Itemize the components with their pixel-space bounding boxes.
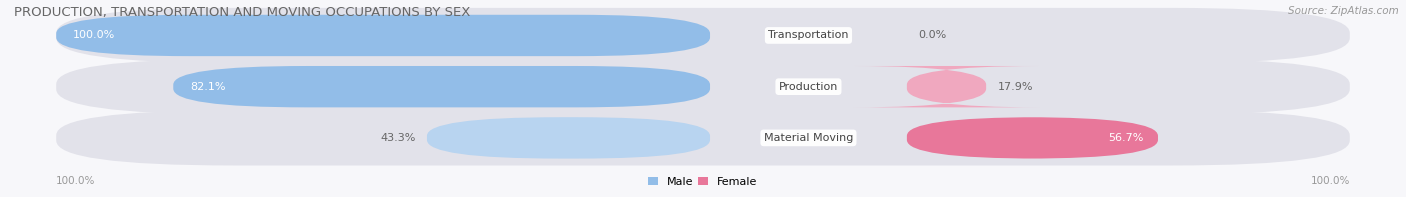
Text: Transportation: Transportation xyxy=(768,31,849,40)
Text: Material Moving: Material Moving xyxy=(763,133,853,143)
Text: 82.1%: 82.1% xyxy=(190,82,225,92)
Text: 100.0%: 100.0% xyxy=(73,31,115,40)
Text: 56.7%: 56.7% xyxy=(1108,133,1144,143)
Text: Source: ZipAtlas.com: Source: ZipAtlas.com xyxy=(1288,6,1399,16)
FancyBboxPatch shape xyxy=(853,66,1040,107)
FancyBboxPatch shape xyxy=(56,15,710,56)
Text: Production: Production xyxy=(779,82,838,92)
FancyBboxPatch shape xyxy=(173,66,710,107)
Text: 17.9%: 17.9% xyxy=(997,82,1033,92)
FancyBboxPatch shape xyxy=(56,110,1350,165)
Text: 0.0%: 0.0% xyxy=(918,31,946,40)
FancyBboxPatch shape xyxy=(56,59,1350,114)
Text: 43.3%: 43.3% xyxy=(380,133,416,143)
Text: 100.0%: 100.0% xyxy=(1310,176,1350,186)
Text: 100.0%: 100.0% xyxy=(56,176,96,186)
FancyBboxPatch shape xyxy=(427,117,710,159)
Legend: Male, Female: Male, Female xyxy=(644,173,762,191)
Text: PRODUCTION, TRANSPORTATION AND MOVING OCCUPATIONS BY SEX: PRODUCTION, TRANSPORTATION AND MOVING OC… xyxy=(14,6,471,19)
FancyBboxPatch shape xyxy=(56,8,1350,63)
FancyBboxPatch shape xyxy=(907,117,1159,159)
